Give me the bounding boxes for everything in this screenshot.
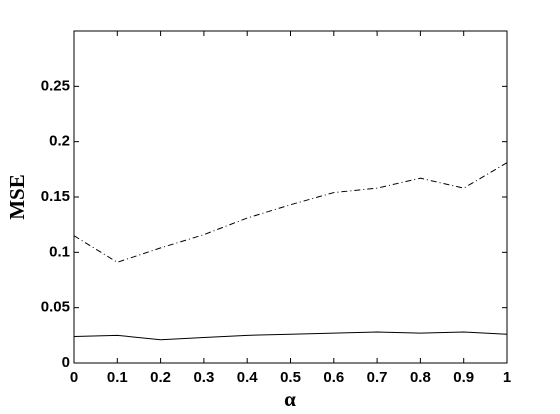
y-tick-label: 0 — [62, 354, 70, 371]
y-tick-label: 0.1 — [49, 243, 70, 260]
series-line — [73, 331, 508, 341]
x-tick-label: 0 — [70, 369, 78, 386]
y-tick-label: 0.05 — [41, 299, 70, 316]
y-axis-label: MSE — [5, 174, 29, 220]
x-tick-label: 0.4 — [237, 369, 259, 386]
y-tick-label: 0.15 — [41, 188, 70, 205]
y-tick-label: 0.2 — [49, 133, 70, 150]
plot-box — [73, 30, 508, 364]
x-tick-label: 0.5 — [280, 369, 301, 386]
x-tick-label: 0.1 — [107, 369, 128, 386]
x-tick-label: 0.6 — [323, 369, 344, 386]
x-tick-label: 0.9 — [453, 369, 474, 386]
x-tick-label: 1 — [503, 369, 511, 386]
series-line — [73, 162, 508, 263]
y-tick-label: 0.25 — [41, 77, 70, 94]
x-tick-label: 0.2 — [150, 369, 171, 386]
x-axis-label: α — [284, 387, 296, 411]
x-tick-label: 0.3 — [193, 369, 214, 386]
x-tick-label: 0.7 — [367, 369, 388, 386]
x-tick-label: 0.8 — [410, 369, 431, 386]
